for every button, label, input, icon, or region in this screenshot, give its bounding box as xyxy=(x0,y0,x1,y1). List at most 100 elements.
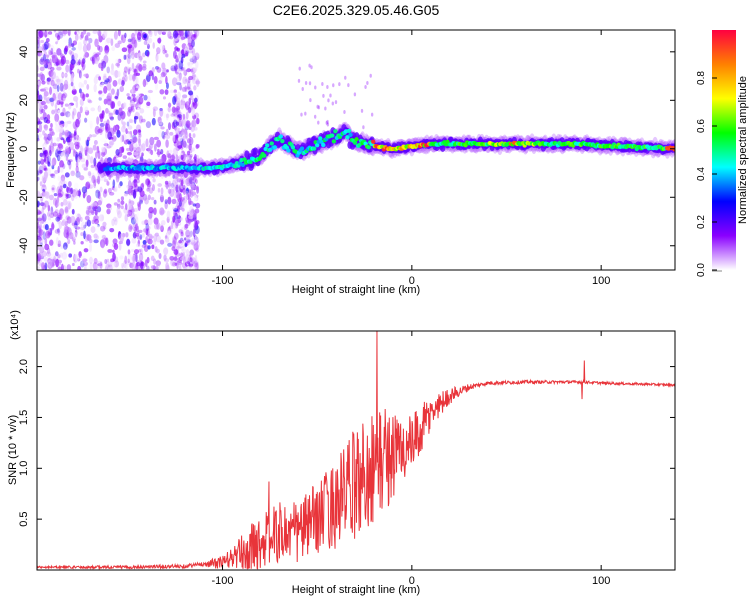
spectrogram-noise-blob xyxy=(145,236,149,244)
spectrogram-noise-blob xyxy=(111,46,116,52)
spectrogram-noise-blob xyxy=(54,251,58,260)
spectrogram-noise-blob xyxy=(59,101,64,105)
spectrogram-noise-blob xyxy=(86,154,91,161)
spectrogram-noise-blob xyxy=(93,76,98,85)
spectrogram-noise-blob xyxy=(54,228,61,234)
spectrogram-noise-blob xyxy=(121,134,125,143)
spectrogram-noise-blob xyxy=(146,101,151,107)
spectrogram-noise-blob xyxy=(131,224,136,231)
spectrogram-noise-blob xyxy=(60,202,64,207)
spectrogram-noise-blob xyxy=(120,196,125,201)
spectrogram-noise-blob xyxy=(161,130,165,139)
spectrogram-noise-blob xyxy=(187,62,193,71)
spectrogram-ridge-core xyxy=(352,140,358,145)
spectrogram-noise-blob xyxy=(167,230,171,238)
spectrogram-noise-blob xyxy=(145,38,150,47)
spectrogram-noise-blob xyxy=(41,80,46,85)
spectrogram-noise-blob xyxy=(169,89,175,94)
spectrogram-ridge-core xyxy=(290,145,296,150)
spectrogram-noise-blob xyxy=(99,175,105,181)
spectrogram-noise-blob xyxy=(188,90,194,96)
spectrogram-noise-blob xyxy=(58,120,62,126)
spectrogram-noise-blob xyxy=(131,217,137,226)
spectrogram-noise-blob xyxy=(67,135,73,143)
spectrogram-noise-blob xyxy=(104,51,109,55)
spectrogram-noise-blob xyxy=(128,49,132,53)
spectrogram-noise-blob xyxy=(52,211,58,217)
spectrogram-noise-blob xyxy=(326,85,329,90)
spectrogram-noise-blob xyxy=(186,150,191,156)
spectrogram-noise-blob xyxy=(72,254,78,263)
spectrogram-noise-blob xyxy=(194,262,199,270)
spectrogram-noise-blob xyxy=(167,196,172,205)
spectrogram-noise-blob xyxy=(124,262,128,270)
spectrogram-noise-blob xyxy=(133,249,140,255)
spectrogram-noise-blob xyxy=(147,89,154,94)
spectrogram-noise-blob xyxy=(194,259,199,266)
spectrogram-noise-blob xyxy=(150,265,155,269)
spectrogram-noise-blob xyxy=(115,58,120,64)
spectrogram-noise-blob xyxy=(59,252,63,258)
spectrogram-noise-blob xyxy=(85,209,90,215)
spectrogram-noise-blob xyxy=(183,88,189,93)
spectrogram-noise-blob xyxy=(171,106,176,113)
spectrogram-noise-blob xyxy=(370,112,374,117)
spectrogram-noise-blob xyxy=(74,253,80,262)
spectrogram-noise-blob xyxy=(193,126,198,131)
spectrogram-noise-blob xyxy=(155,52,159,62)
snr-y-axis-label: SNR (10 * v/v) xyxy=(7,415,19,485)
spectrogram-noise-blob xyxy=(95,189,101,199)
spectrogram-noise-blob xyxy=(39,263,44,267)
spectrogram-ridge-core xyxy=(331,139,337,144)
spectrogram-noise-blob xyxy=(195,64,199,70)
spectrogram-noise-blob xyxy=(53,108,58,115)
spectrogram-noise-blob xyxy=(47,232,51,237)
spectrogram-noise-blob xyxy=(80,227,85,231)
snr-y-tick-label: 2.0 xyxy=(18,359,30,374)
spectrogram-noise-blob xyxy=(334,100,338,105)
spectrogram-noise-blob xyxy=(45,99,48,104)
spectrogram-ridge-band xyxy=(252,147,258,155)
spectrogram-noise-blob xyxy=(137,248,142,253)
spectrogram-noise-blob xyxy=(126,93,130,97)
spectrogram-noise-blob xyxy=(171,121,176,130)
spectrogram-noise-blob xyxy=(321,82,324,87)
spectrogram-noise-blob xyxy=(157,37,162,44)
spectrogram-ridge-core xyxy=(240,162,246,168)
spectrogram-noise-blob xyxy=(127,125,133,130)
spectrogram-noise-blob xyxy=(145,178,151,186)
spectrogram-noise-blob xyxy=(106,66,111,74)
spectrogram-noise-blob xyxy=(74,141,80,147)
spectrogram-noise-blob xyxy=(127,203,132,210)
spectrogram-noise-blob xyxy=(369,73,372,78)
spectrogram-noise-blob xyxy=(92,30,98,35)
spectrogram-noise-blob xyxy=(39,246,45,254)
spectrogram-noise-blob xyxy=(191,73,196,78)
spectrogram-noise-blob xyxy=(124,213,129,222)
spectrogram-noise-blob xyxy=(184,195,189,201)
spectrogram-noise-blob xyxy=(67,137,71,146)
spectrogram-noise-blob xyxy=(42,213,47,222)
spectrogram-heatmap xyxy=(37,30,675,270)
spectrogram-x-axis: -100 0 100 xyxy=(212,30,610,287)
spectrogram-noise-blob xyxy=(46,168,51,176)
spectrogram-noise-blob xyxy=(153,75,158,84)
spectrogram-noise-blob xyxy=(97,128,103,134)
spectrogram-noise-blob xyxy=(360,108,364,113)
spectrogram-noise-blob xyxy=(76,190,82,197)
spectrogram-noise-blob xyxy=(125,232,129,238)
spectrogram-noise-blob xyxy=(119,181,123,187)
spectrogram-noise-blob xyxy=(43,158,47,162)
spectrogram-noise-blob xyxy=(194,235,198,243)
spectrogram-noise-blob xyxy=(52,142,57,147)
spectrogram-noise-blob xyxy=(37,258,40,264)
spectrogram-noise-blob xyxy=(159,89,165,95)
spectrogram-noise-blob xyxy=(146,43,150,50)
spectrogram-noise-blob xyxy=(103,80,109,85)
spectrogram-noise-blob xyxy=(119,233,125,243)
spectrogram-ridge-core xyxy=(321,142,326,148)
spectrogram-noise-blob xyxy=(196,78,200,88)
spectrogram-noise-blob xyxy=(127,106,133,113)
spectrogram-noise-blob xyxy=(191,147,195,152)
spectrogram-noise-blob xyxy=(173,256,178,261)
